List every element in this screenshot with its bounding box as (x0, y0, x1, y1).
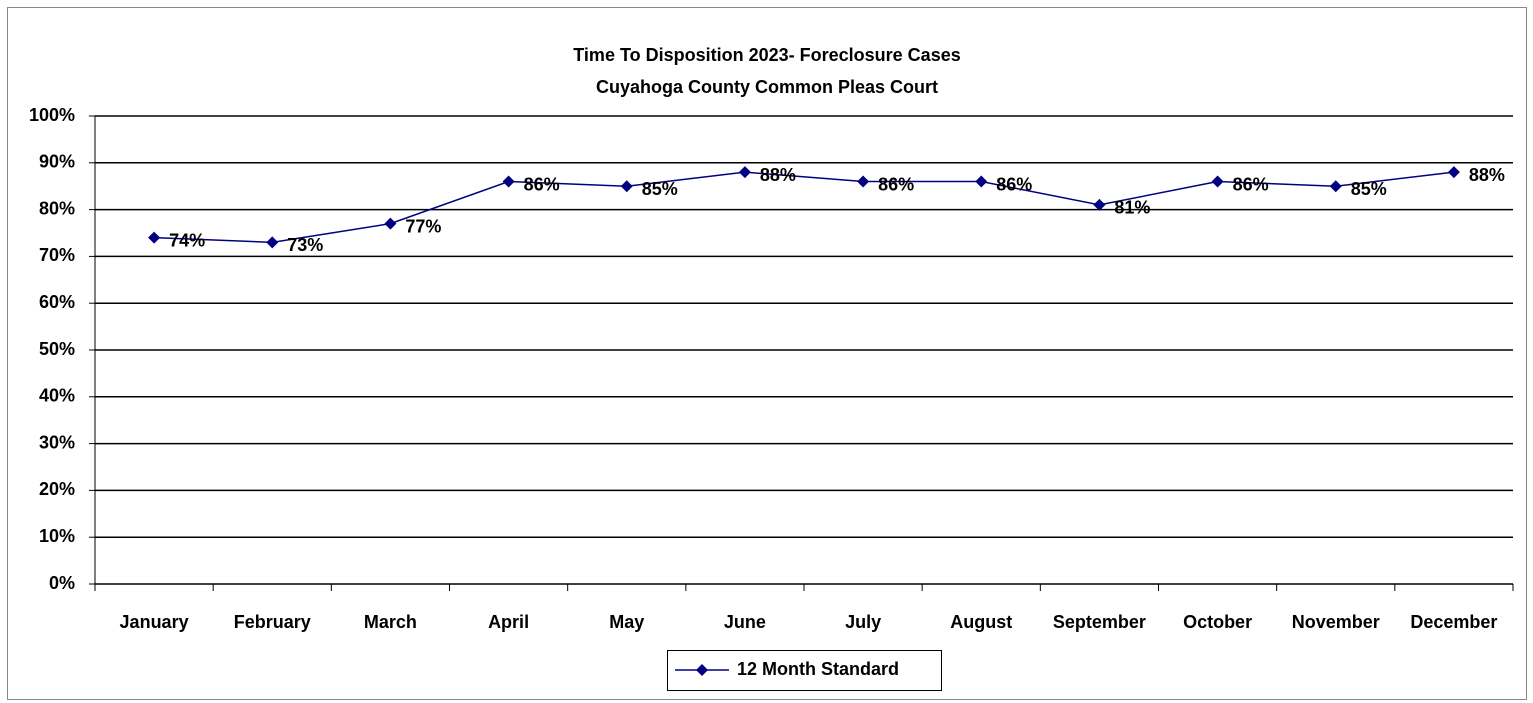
data-label: 81% (1114, 198, 1150, 218)
y-tick-label: 40% (39, 386, 75, 406)
y-tick-label: 50% (39, 339, 75, 359)
point-marker (502, 175, 515, 188)
y-tick-label: 10% (39, 526, 75, 546)
y-tick-label: 60% (39, 292, 75, 312)
x-tick-label: April (488, 612, 529, 632)
data-label: 88% (1469, 165, 1505, 185)
point-marker (857, 175, 870, 188)
y-tick-label: 0% (49, 573, 75, 593)
y-tick-label: 100% (29, 105, 75, 125)
data-label: 86% (1233, 174, 1269, 194)
x-tick-label: July (845, 612, 881, 632)
x-tick-label: June (724, 612, 766, 632)
x-tick-label: May (609, 612, 644, 632)
point-marker (384, 217, 397, 230)
y-tick-label: 80% (39, 198, 75, 218)
x-tick-label: December (1410, 612, 1497, 632)
point-marker (1211, 175, 1224, 188)
x-tick-label: November (1292, 612, 1380, 632)
legend-label: 12 Month Standard (737, 659, 899, 679)
data-label: 86% (878, 174, 914, 194)
x-tick-label: August (950, 612, 1012, 632)
y-tick-label: 90% (39, 152, 75, 172)
point-marker (620, 180, 633, 193)
point-marker (738, 166, 751, 179)
point-marker (1329, 180, 1342, 193)
point-marker (1093, 198, 1106, 211)
data-label: 74% (169, 230, 205, 250)
chart-border (7, 7, 1527, 700)
x-tick-label: September (1053, 612, 1146, 632)
x-tick-label: March (364, 612, 417, 632)
data-label: 85% (1351, 179, 1387, 199)
point-marker (1447, 166, 1460, 179)
data-label: 73% (287, 235, 323, 255)
y-tick-label: 70% (39, 245, 75, 265)
chart-subtitle: Cuyahoga County Common Pleas Court (596, 77, 938, 97)
x-tick-label: February (234, 612, 311, 632)
data-label: 85% (642, 179, 678, 199)
series-line (154, 171, 1455, 244)
y-tick-label: 30% (39, 432, 75, 452)
chart-title: Time To Disposition 2023- Foreclosure Ca… (573, 45, 960, 65)
point-marker (148, 231, 161, 244)
x-tick-label: October (1183, 612, 1252, 632)
data-label: 77% (405, 216, 441, 236)
data-label: 86% (996, 174, 1032, 194)
data-label: 88% (760, 165, 796, 185)
data-label: 86% (524, 174, 560, 194)
legend-marker (696, 664, 708, 676)
x-tick-label: January (120, 612, 189, 632)
point-marker (266, 236, 279, 249)
point-marker (975, 175, 988, 188)
y-tick-label: 20% (39, 479, 75, 499)
